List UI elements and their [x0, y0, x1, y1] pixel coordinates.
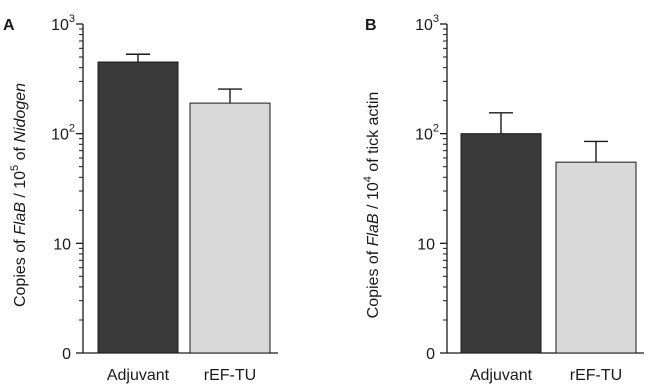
panel-a-category-label: Adjuvant: [107, 367, 170, 384]
panel-a-tick-label: 103: [51, 13, 75, 34]
panel-a-tick-label: 0: [62, 346, 71, 363]
panel-a-letter: A: [3, 17, 15, 34]
panel-b-bar-ref-tu: [555, 161, 637, 354]
panel-b: B 0 10 102 103 Adjuvant rEF-TU Copies of Fla…: [362, 13, 644, 384]
panel-b-letter: B: [365, 17, 377, 34]
panel-a-tick-label: 102: [51, 123, 75, 144]
panel-a-bar-adjuvant: [97, 61, 179, 354]
panel-a-bar-ref-tu: [189, 102, 271, 354]
panel-a-category-label: rEF-TU: [204, 367, 256, 384]
panel-b-tick-label: 102: [415, 123, 439, 144]
panel-b-tick-label: 103: [415, 13, 439, 34]
panel-b-tick-label: 10: [417, 236, 435, 253]
panel-a: A 0 10 102 103 Adjuvant rEF-TU Copies of Fla…: [3, 13, 278, 384]
panel-b-bar-adjuvant: [460, 133, 542, 354]
panel-b-category-label: Adjuvant: [470, 367, 533, 384]
panel-b-category-label: rEF-TU: [570, 367, 622, 384]
panel-a-y-label: Copies of FlaB / 105 of Nidogen: [9, 83, 29, 307]
panel-a-tick-label: 10: [53, 236, 71, 253]
panel-b-tick-label: 0: [426, 346, 435, 363]
panel-b-y-label: Copies of FlaB / 104 of tick actin: [362, 92, 382, 319]
panel-a-bars: Adjuvant rEF-TU: [97, 53, 271, 384]
panel-b-bars: Adjuvant rEF-TU: [460, 112, 637, 384]
